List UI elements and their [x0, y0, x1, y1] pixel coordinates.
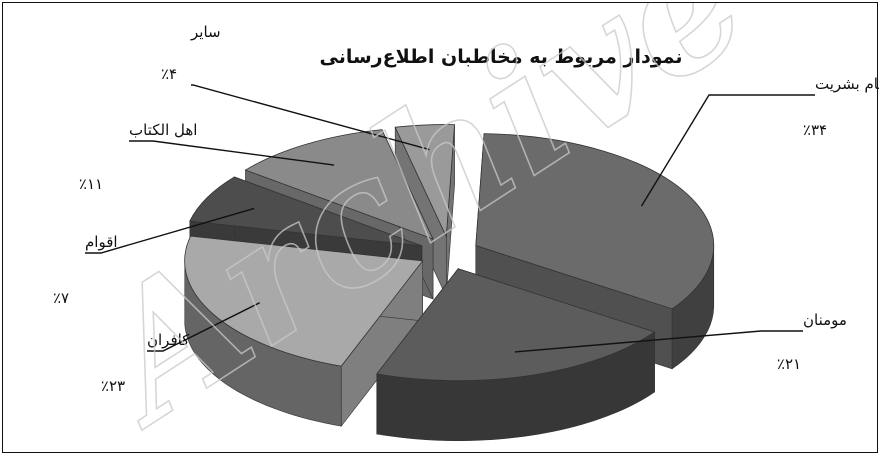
slice-value-label: ٪۱۱	[79, 175, 103, 193]
slice-value-label: ٪۲۳	[101, 377, 125, 395]
leader-line	[85, 207, 255, 254]
leader-line	[640, 94, 815, 207]
slice-label: تمام بشریت	[815, 75, 879, 93]
labels-layer: تمام بشریت ٪۳۴ مومنان ٪۲۱ کافران ٪۲۳ اقوام ٪۷ اه…	[53, 23, 879, 395]
leader-lines	[85, 84, 815, 353]
slices-layer	[184, 124, 715, 441]
pie-chart: تمام بشریت ٪۳۴ مومنان ٪۲۱ کافران ٪۲۳ اقوام ٪۷ اه…	[53, 3, 879, 454]
pie-slice	[376, 267, 656, 441]
slice-label: کافران	[147, 331, 190, 349]
slice-label: سایر	[190, 23, 221, 41]
slice-label: مومنان	[803, 311, 847, 329]
slice-label: اهل الکتاب	[129, 121, 197, 139]
chart-title: نمودار مربوط به مخاطبان اطلاع‌رسانی	[320, 46, 683, 68]
slice-value-label: ٪۴	[161, 65, 177, 83]
pie-slice	[184, 235, 424, 428]
slice-value-label: ٪۲۱	[777, 355, 801, 373]
leader-line	[129, 140, 335, 166]
slice-value-label: ٪۳۴	[803, 121, 827, 139]
leader-line	[514, 330, 803, 353]
leader-line	[147, 302, 260, 352]
slice-label: اقوام	[85, 233, 118, 251]
leader-line	[191, 84, 430, 151]
slice-value-label: ٪۷	[53, 289, 69, 307]
